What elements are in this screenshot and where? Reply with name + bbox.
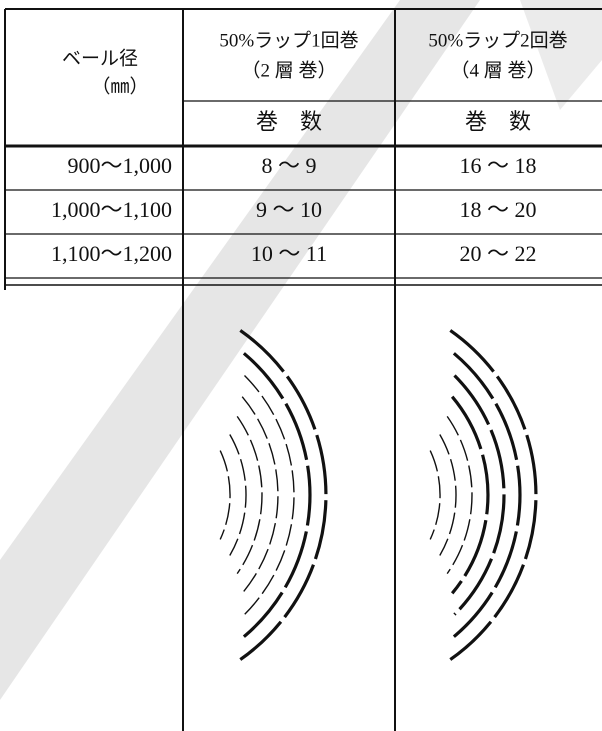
row-diameter: 1,100〜1,200 (51, 241, 172, 266)
wrap-arc (239, 329, 328, 661)
header-col1: 50%ラップ1回巻 (219, 29, 358, 51)
watermark (0, 0, 602, 700)
header-col2: 50%ラップ2回巻 (428, 29, 567, 51)
row-diameter: 900〜1,000 (67, 153, 172, 178)
table-grid (4, 8, 602, 731)
wrap-diagrams (219, 329, 538, 661)
wrap-arc (450, 395, 490, 595)
wrap-arc (236, 415, 263, 575)
row-wraps-2layer: 10 〜 11 (251, 241, 327, 266)
row-diameter: 1,000〜1,100 (51, 197, 172, 222)
wrap-arc (241, 396, 279, 594)
wrap-arc (452, 352, 522, 638)
wrap-arc (244, 375, 295, 615)
wrap-arc (229, 434, 247, 556)
wrap-arc (446, 415, 473, 575)
wrap-arc (449, 329, 538, 661)
row-wraps-4layer: 20 〜 22 (459, 241, 536, 266)
wrap-arc (219, 450, 231, 540)
row-wraps-4layer: 18 〜 20 (459, 197, 536, 222)
wrap-arc (242, 352, 312, 638)
row-wraps-2layer: 9 〜 10 (256, 197, 322, 222)
wrap-arc (439, 434, 457, 556)
header-unit: （㎜） (91, 75, 148, 97)
header-col2-sub: （4 層 巻） (450, 59, 545, 81)
subheader-col2: 巻 数 (465, 109, 531, 134)
subheader-col1: 巻 数 (256, 109, 322, 134)
row-wraps-4layer: 16 〜 18 (459, 153, 536, 178)
row-wraps-2layer: 8 〜 9 (261, 153, 316, 178)
header-col1-sub: （2 層 巻） (241, 59, 336, 81)
wrap-arc (429, 450, 441, 540)
wrap-arc (453, 374, 506, 616)
header-diameter: ベール径 (62, 47, 138, 69)
